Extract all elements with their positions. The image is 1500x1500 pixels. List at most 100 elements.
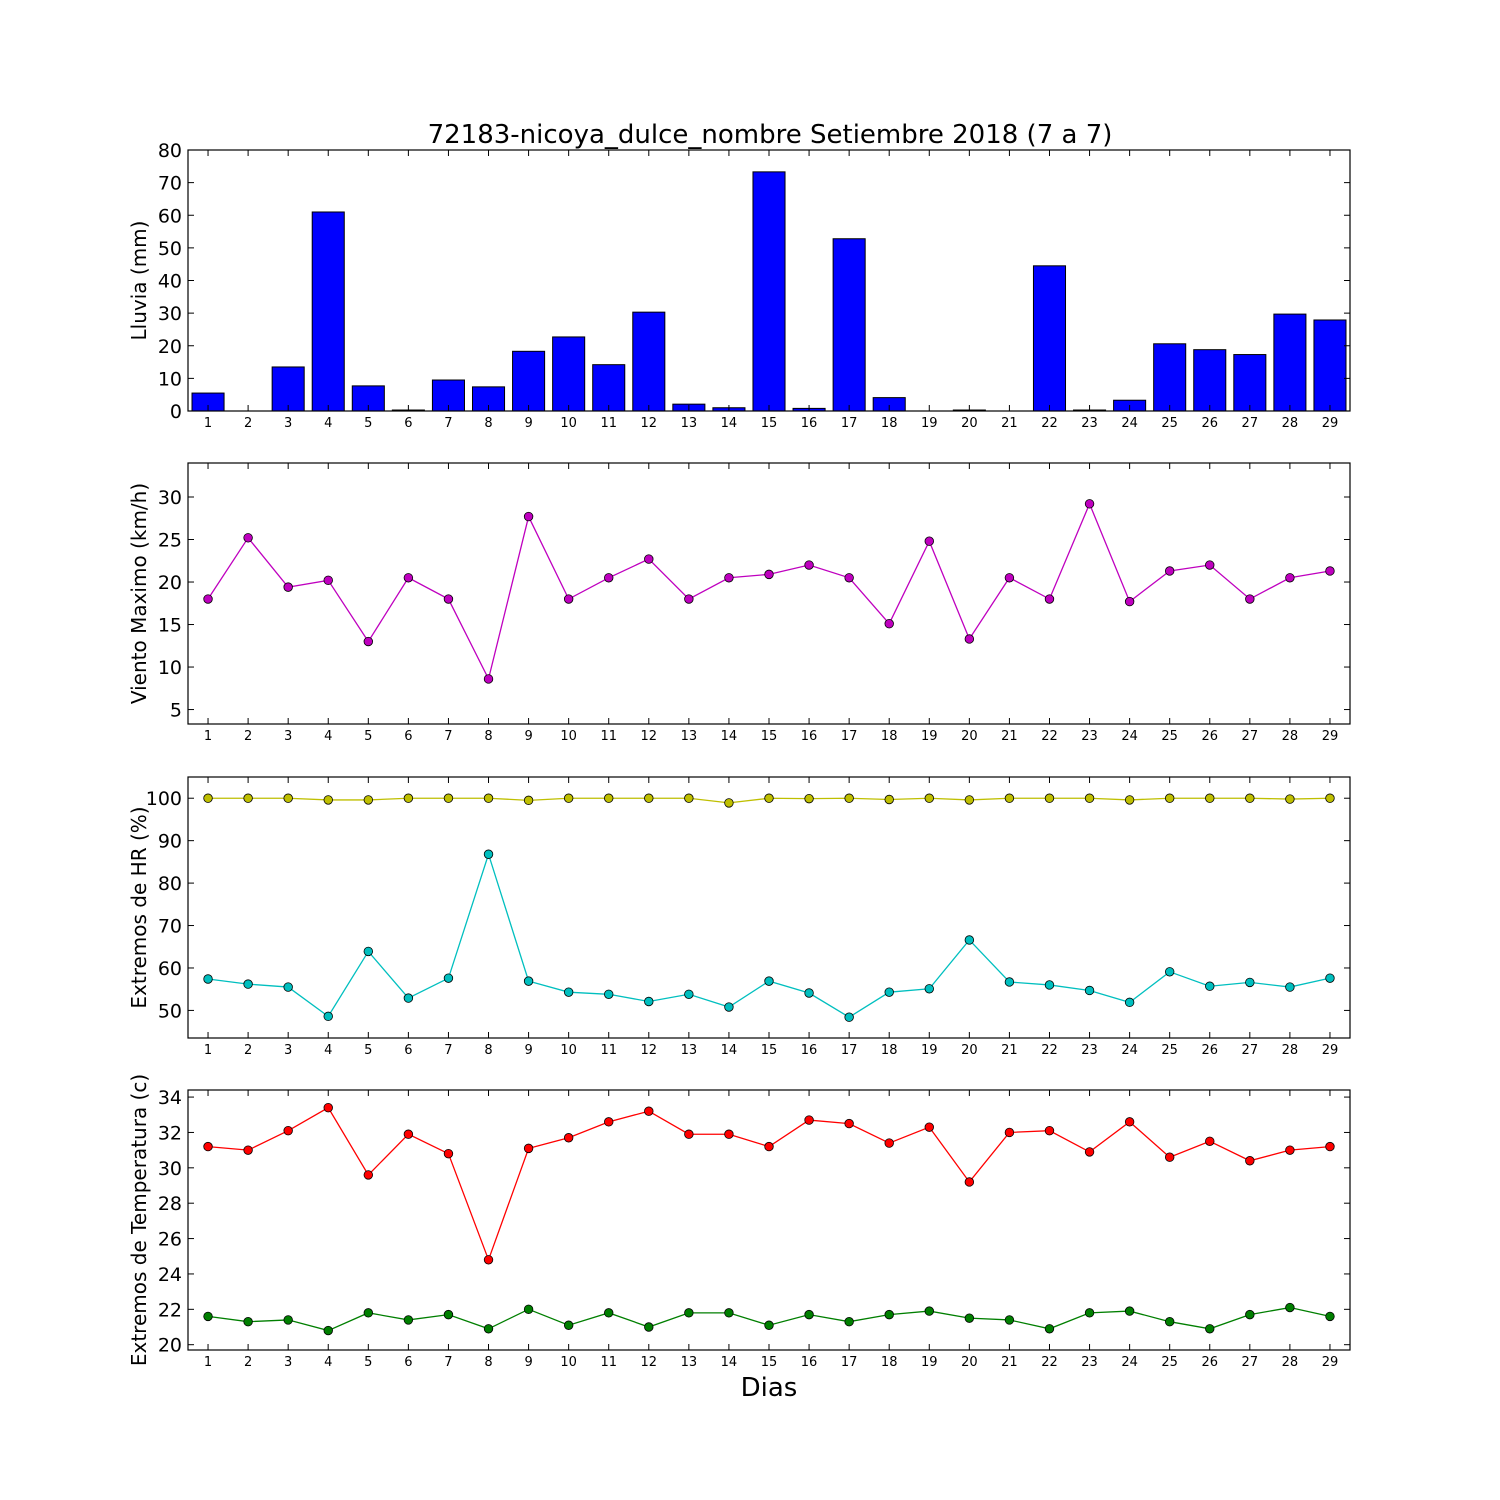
temperature-series-0-point-16 — [804, 1115, 814, 1125]
humidity-series-0-point-19 — [924, 793, 934, 803]
wind-series-0-point-11 — [604, 573, 614, 583]
humidity-series-1-line — [207, 852, 1331, 1018]
wind-series-0-point-20 — [964, 634, 975, 644]
temperature-xtick-label: 26 — [1201, 1355, 1218, 1370]
humidity-series-1-point-6 — [403, 993, 414, 1003]
humidity-series-0-point-23 — [1084, 793, 1095, 803]
temperature-series-1-point-1 — [203, 1311, 213, 1322]
humidity-series-1-point-3 — [283, 982, 293, 992]
wind-xtick-label: 23 — [1081, 729, 1098, 744]
temperature-ytick-label: 22 — [158, 1299, 182, 1321]
humidity-series-0-point-4 — [323, 795, 333, 805]
wind-xtick-label: 10 — [560, 729, 577, 744]
temperature-xtick-label: 20 — [961, 1355, 978, 1370]
rain-ytick-label: 80 — [158, 140, 182, 162]
temperature-series-1-point-23 — [1084, 1308, 1095, 1318]
humidity-series-1-point-17 — [844, 1012, 854, 1022]
temperature-series-1-point-21 — [1004, 1315, 1015, 1325]
rain-xtick-label: 18 — [881, 416, 898, 431]
temperature-series-0-point-22 — [1044, 1125, 1055, 1136]
temperature-series-0-point-2 — [243, 1145, 253, 1155]
wind-series-0-point-28 — [1285, 573, 1295, 583]
humidity-series-1-point-5 — [363, 946, 374, 957]
temperature-axes-frame — [187, 1089, 1351, 1351]
humidity-series-1-point-19 — [924, 984, 934, 994]
wind-xtick-label: 9 — [524, 729, 532, 744]
temperature-ytick-label: 20 — [158, 1335, 182, 1357]
wind-xtick-label: 21 — [1001, 729, 1018, 744]
humidity-xtick-label: 29 — [1322, 1043, 1339, 1058]
rain-xtick-label: 2 — [244, 416, 252, 431]
wind-xtick-label: 11 — [600, 729, 617, 744]
temperature-ytick-label: 32 — [158, 1122, 182, 1144]
humidity-series-0-point-26 — [1205, 793, 1215, 803]
temperature-series-0-point-23 — [1084, 1147, 1095, 1157]
temperature-xtick-label: 5 — [364, 1355, 372, 1370]
humidity-xtick-label: 28 — [1282, 1043, 1299, 1058]
temperature-xtick-label: 4 — [324, 1355, 332, 1370]
humidity-series-0-point-22 — [1044, 793, 1055, 803]
rain-xtick-label: 19 — [921, 416, 938, 431]
wind-series-0-point-17 — [844, 573, 854, 583]
temperature-series-1-point-15 — [764, 1320, 774, 1330]
wind-ytick-label: 10 — [158, 657, 182, 679]
wind-xtick-label: 1 — [204, 729, 212, 744]
temperature-xtick-label: 17 — [841, 1355, 858, 1370]
humidity-ytick-label: 80 — [158, 873, 182, 895]
rain-ytick-label: 10 — [158, 368, 182, 390]
humidity-xtick-label: 11 — [600, 1043, 617, 1058]
temperature-series-1-point-28 — [1285, 1302, 1295, 1313]
humidity-xtick-label: 3 — [284, 1043, 292, 1058]
temperature-y-axis-label: Extremos de Temperatura (c) — [127, 1074, 151, 1366]
humidity-series-1-point-10 — [563, 987, 574, 997]
temperature-xtick-label: 12 — [641, 1355, 658, 1370]
rain-xtick-label: 8 — [484, 416, 492, 431]
temperature-series-0-point-13 — [684, 1129, 694, 1139]
temperature-series-1-point-16 — [804, 1309, 814, 1320]
wind-xtick-label: 22 — [1041, 729, 1058, 744]
rain-xtick-label: 5 — [364, 416, 372, 431]
wind-series-0-point-29 — [1325, 566, 1335, 576]
temperature-series-0-point-29 — [1325, 1141, 1335, 1152]
humidity-xtick-label: 15 — [761, 1043, 778, 1058]
humidity-series-0-point-18 — [884, 794, 894, 805]
rain-xtick-label: 3 — [284, 416, 292, 431]
humidity-xtick-label: 7 — [444, 1043, 452, 1058]
temperature-series-0-point-5 — [363, 1170, 374, 1180]
humidity-series-0-point-21 — [1004, 793, 1015, 803]
humidity-ytick-label: 70 — [158, 916, 182, 938]
temperature-series-0-point-1 — [203, 1141, 213, 1152]
wind-series-0-point-10 — [563, 594, 574, 604]
humidity-series-1-point-25 — [1164, 967, 1175, 977]
temperature-xtick-label: 22 — [1041, 1355, 1058, 1370]
rain-bar-29 — [1313, 319, 1347, 412]
temperature-xtick-label: 27 — [1242, 1355, 1259, 1370]
temperature-xtick-label: 28 — [1282, 1355, 1299, 1370]
wind-xtick-label: 19 — [921, 729, 938, 744]
rain-xtick-label: 29 — [1322, 416, 1339, 431]
rain-xtick-label: 6 — [404, 416, 412, 431]
humidity-series-0-point-24 — [1124, 795, 1135, 805]
humidity-series-1-point-7 — [443, 973, 454, 983]
rain-bar-9 — [512, 350, 546, 412]
rain-ytick-label: 30 — [158, 303, 182, 325]
humidity-series-1-point-4 — [323, 1011, 333, 1022]
rain-xtick-label: 20 — [961, 416, 978, 431]
temperature-xtick-label: 21 — [1001, 1355, 1018, 1370]
wind-xtick-label: 12 — [641, 729, 658, 744]
humidity-series-0-point-28 — [1285, 794, 1295, 804]
chart-title: 72183-nicoya_dulce_nombre Setiembre 2018… — [428, 120, 1113, 150]
temperature-series-0-point-24 — [1124, 1117, 1135, 1127]
humidity-series-0-point-29 — [1325, 793, 1335, 803]
temperature-xtick-label: 14 — [721, 1355, 738, 1370]
rain-xtick-label: 13 — [681, 416, 698, 431]
temperature-series-0-point-12 — [644, 1106, 654, 1116]
humidity-xtick-label: 17 — [841, 1043, 858, 1058]
rain-xtick-label: 10 — [560, 416, 577, 431]
temperature-series-0-point-18 — [884, 1138, 894, 1148]
humidity-series-1-point-13 — [684, 989, 694, 999]
wind-series-0-point-3 — [283, 582, 293, 592]
rain-xtick-label: 22 — [1041, 416, 1058, 431]
rain-xtick-label: 11 — [600, 416, 617, 431]
